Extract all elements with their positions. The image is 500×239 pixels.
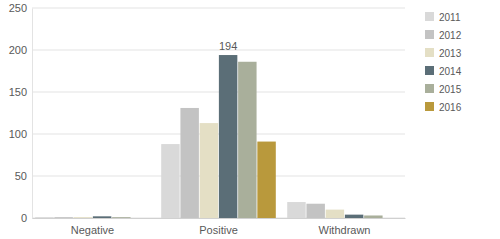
bar xyxy=(161,144,179,218)
legend-swatch xyxy=(425,84,434,93)
y-tick-label: 0 xyxy=(21,212,27,224)
y-tick: 200 xyxy=(9,44,32,56)
bar xyxy=(287,202,305,218)
x-tick: Withdrawn xyxy=(319,218,371,236)
legend-swatch xyxy=(425,30,434,39)
bar xyxy=(257,142,275,218)
y-tick: 0 xyxy=(21,212,32,224)
legend-item: 2016 xyxy=(425,102,462,113)
bar xyxy=(112,217,130,218)
legend-item: 2012 xyxy=(425,30,462,41)
legend-swatch xyxy=(425,102,434,111)
bars xyxy=(35,55,382,218)
legend-label: 2014 xyxy=(439,66,462,77)
y-tick-label: 100 xyxy=(9,128,27,140)
y-axis: 0 50 100 150 200 250 xyxy=(9,2,33,224)
y-tick-label: 50 xyxy=(15,170,27,182)
data-labels: 194 xyxy=(219,40,237,52)
bar xyxy=(35,217,53,218)
bar xyxy=(74,217,92,218)
y-tick-label: 200 xyxy=(9,44,27,56)
plot: 0 50 100 150 200 250 Negative Positive Withdrawn… xyxy=(9,2,406,236)
chart: 0 50 100 150 200 250 Negative Positive Withdrawn… xyxy=(0,0,500,239)
bar xyxy=(364,215,382,218)
y-tick: 250 xyxy=(9,2,32,14)
legend-swatch xyxy=(425,66,434,75)
y-axis-line xyxy=(32,9,33,219)
x-tick-label: Negative xyxy=(71,224,114,236)
bar xyxy=(326,210,344,218)
y-tick: 150 xyxy=(9,86,32,98)
legend-swatch xyxy=(425,12,434,21)
y-tick-label: 250 xyxy=(9,2,27,14)
legend-label: 2011 xyxy=(439,12,461,23)
x-tick: Negative xyxy=(71,218,114,236)
y-tick: 50 xyxy=(15,170,32,182)
x-tick-label: Positive xyxy=(199,224,238,236)
legend-label: 2012 xyxy=(439,30,462,41)
legend-label: 2013 xyxy=(439,48,462,59)
bar xyxy=(180,108,198,218)
legend-label: 2015 xyxy=(439,84,462,95)
bar xyxy=(93,216,111,218)
x-axis-line xyxy=(33,218,406,219)
legend-item: 2015 xyxy=(425,84,462,95)
legend-label: 2016 xyxy=(439,102,462,113)
bar xyxy=(219,55,237,218)
bar xyxy=(238,62,256,218)
x-tick-label: Withdrawn xyxy=(319,224,371,236)
grid xyxy=(32,8,405,218)
bar xyxy=(383,218,401,219)
x-axis: Negative Positive Withdrawn xyxy=(33,218,406,236)
legend-item: 2013 xyxy=(425,48,462,59)
bar xyxy=(345,215,363,218)
legend-swatch xyxy=(425,48,434,57)
grid-line xyxy=(32,134,405,135)
bar xyxy=(306,204,324,218)
grid-line xyxy=(32,8,405,9)
x-tick: Positive xyxy=(199,218,238,236)
legend-item: 2011 xyxy=(425,12,461,23)
grid-line xyxy=(32,92,405,93)
y-tick: 100 xyxy=(9,128,32,140)
bar xyxy=(131,218,149,219)
bar xyxy=(200,123,218,218)
bar xyxy=(54,217,72,218)
y-tick-label: 150 xyxy=(9,86,27,98)
legend-item: 2014 xyxy=(425,66,462,77)
legend: 2011 2012 2013 2014 2015 2016 xyxy=(425,12,462,113)
data-label: 194 xyxy=(219,40,237,52)
grid-line xyxy=(32,176,405,177)
